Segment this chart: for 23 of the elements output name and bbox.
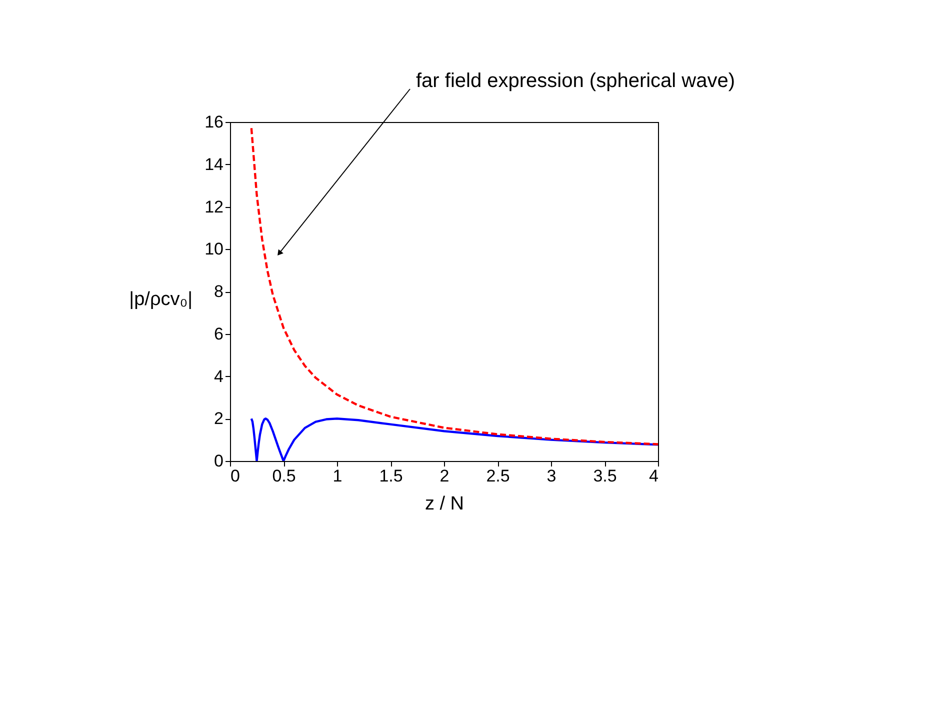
x-tick-label: 3.5 [593,466,617,486]
x-tick-label: 0 [230,466,240,486]
y-tick-label: 16 [204,112,224,132]
x-tick-label: 0.5 [272,466,296,486]
line-series [250,418,658,461]
y-tick-label: 8 [214,282,224,301]
annotation: far field expression (spherical wave) [416,70,736,92]
line-series [250,127,658,446]
y-tick-label: 2 [214,409,224,428]
y-tick-label: 14 [204,154,224,174]
x-tick-label: 2 [440,466,450,486]
x-tick-label: 1.5 [379,466,403,486]
y-axis-title: |p/ρcv₀| [129,288,193,310]
y-tick-label: 0 [214,452,224,470]
y-tick-label: 12 [204,197,224,216]
x-tick-label: 2.5 [486,466,510,486]
x-tick-label: 1 [332,466,342,486]
y-tick-label: 6 [214,324,224,344]
y-tick-label: 4 [214,366,224,386]
x-tick-label: 4 [649,466,658,486]
x-tick-label: 3 [546,466,556,486]
y-tick-label: 10 [204,240,224,259]
x-axis-title: z / N [424,494,464,514]
